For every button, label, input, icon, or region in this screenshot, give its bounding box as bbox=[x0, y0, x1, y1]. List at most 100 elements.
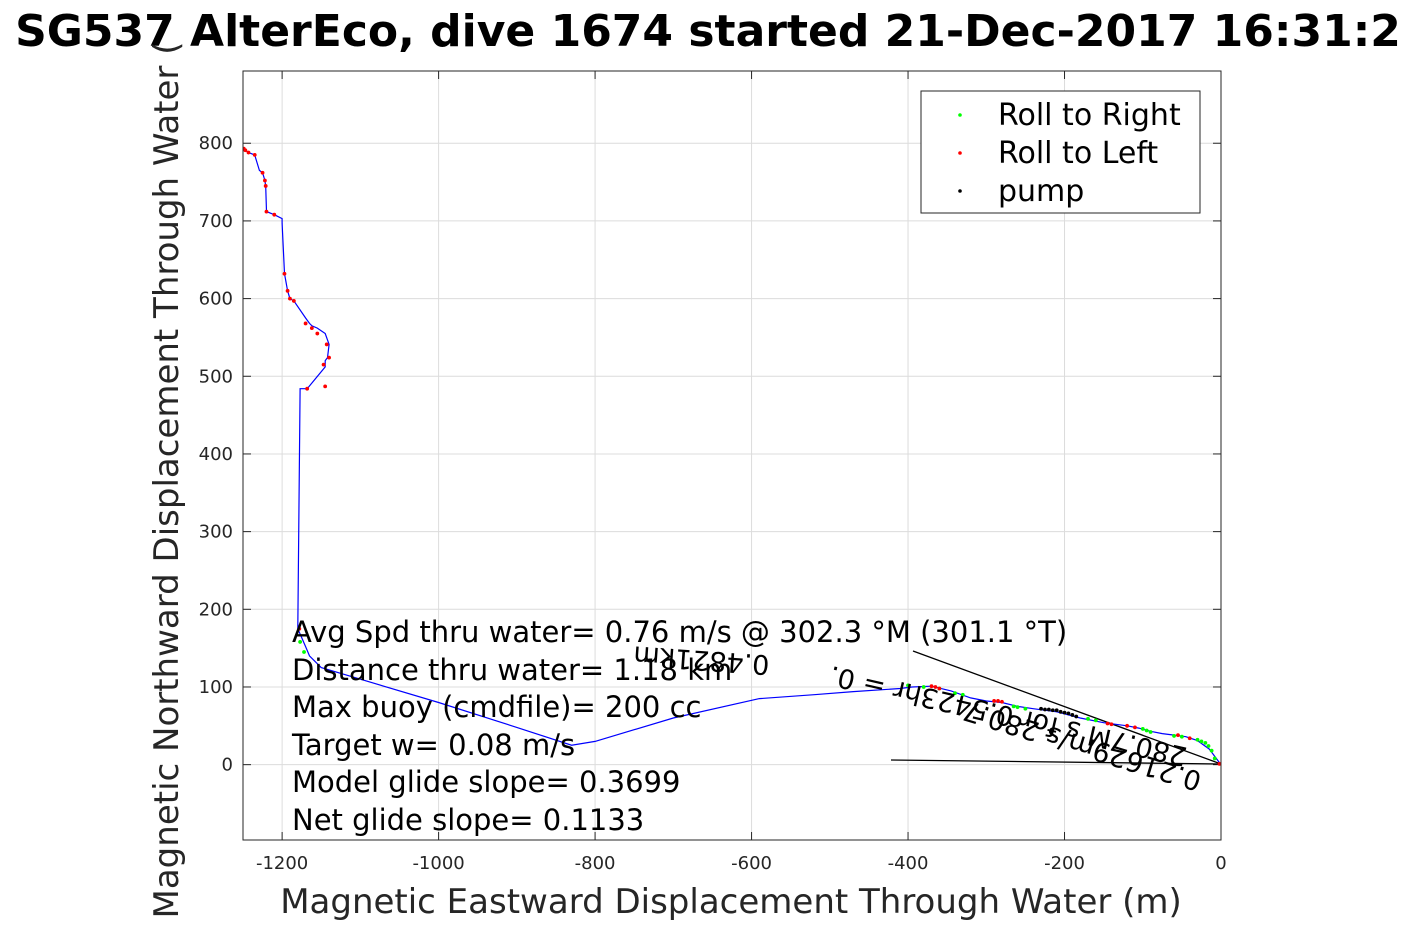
x-tick-label: -1200 bbox=[256, 853, 308, 874]
pump-point bbox=[1039, 706, 1043, 711]
grid-lines bbox=[243, 71, 1222, 840]
roll-to-left-point bbox=[305, 386, 310, 391]
roll-to-left-point bbox=[309, 326, 314, 331]
roll-to-left-point bbox=[243, 146, 246, 151]
roll-to-left-point bbox=[260, 170, 265, 175]
roll-to-right-point bbox=[1023, 706, 1028, 711]
roll-to-right-point bbox=[1203, 741, 1208, 745]
roll-to-left-point bbox=[1187, 736, 1192, 741]
y-tick-labels: 0 100 200 300 400 500 600 700 800 bbox=[199, 133, 233, 775]
pump-point bbox=[1046, 707, 1051, 712]
roll-to-left-point bbox=[324, 342, 329, 347]
roll-to-left-point bbox=[937, 686, 942, 691]
roll-to-left-point bbox=[1105, 721, 1110, 726]
roll-to-left-point bbox=[933, 685, 938, 689]
y-tick-label: 700 bbox=[199, 211, 233, 232]
roll-to-right-point bbox=[1195, 737, 1200, 742]
y-tick-label: 100 bbox=[199, 677, 233, 698]
pump-point bbox=[1074, 714, 1079, 719]
roll-to-right-point bbox=[1199, 739, 1204, 744]
roll-to-left-point bbox=[315, 331, 320, 336]
roll-to-right-point bbox=[1148, 730, 1153, 734]
pump-point bbox=[1066, 711, 1071, 716]
roll-to-left-point bbox=[264, 209, 269, 214]
x-tick-labels: -1200 -1000 -800 -600 -400 -200 0 bbox=[256, 853, 1227, 874]
roll-to-right-point bbox=[302, 650, 306, 654]
roll-to-left-point bbox=[1109, 722, 1114, 727]
x-tick-label: 0 bbox=[1215, 853, 1226, 874]
roll-to-left-point bbox=[1000, 699, 1004, 704]
x-tick-label: -200 bbox=[1044, 853, 1085, 874]
pump-point bbox=[1058, 709, 1063, 714]
current-guide bbox=[890, 759, 1221, 765]
x-axis-label: Magnetic Eastward Displacement Through W… bbox=[280, 882, 1182, 922]
pump-point bbox=[1070, 713, 1075, 717]
x-tick-label: -600 bbox=[731, 853, 772, 874]
roll-to-right-point bbox=[1212, 756, 1217, 761]
roll-to-left-point bbox=[291, 299, 296, 303]
annotation-net-glide: Net glide slope= 0.1133 bbox=[292, 803, 644, 837]
roll-to-left-point bbox=[321, 362, 326, 367]
tick-marks bbox=[243, 71, 1222, 840]
marker-points bbox=[243, 146, 1221, 766]
roll-to-right-point bbox=[1209, 748, 1214, 753]
roll-to-right-point bbox=[921, 685, 926, 689]
annotation-model-glide: Model glide slope= 0.3699 bbox=[292, 765, 680, 799]
x-tick-label: -400 bbox=[888, 853, 929, 874]
y-axis-label: Magnetic Northward Displacement Through … bbox=[147, 42, 187, 919]
legend-label-pump: pump bbox=[998, 174, 1084, 209]
x-tick-label: -1000 bbox=[412, 853, 464, 874]
roll-to-right-point bbox=[1206, 744, 1211, 748]
roll-to-left-point bbox=[246, 150, 251, 155]
legend: Roll to Right Roll to Left pump bbox=[920, 90, 1201, 214]
roll-to-right-point bbox=[1140, 727, 1145, 731]
roll-to-left-point bbox=[303, 321, 308, 326]
pump-point bbox=[1062, 710, 1067, 715]
y-tick-label: 300 bbox=[199, 522, 233, 543]
roll-to-left-point bbox=[992, 699, 997, 703]
y-tick-label: 600 bbox=[199, 289, 233, 310]
roll-to-right-point bbox=[1086, 716, 1090, 721]
legend-label-roll-right: Roll to Right bbox=[998, 98, 1181, 133]
roll-to-left-point bbox=[282, 271, 287, 276]
roll-to-left-point bbox=[323, 384, 328, 389]
roll-to-right-point bbox=[960, 692, 965, 697]
roll-to-right-point bbox=[298, 640, 303, 644]
pump-point bbox=[1054, 708, 1059, 713]
annotation-target-w: Target w= 0.08 m/s bbox=[291, 728, 575, 762]
glider-track-line bbox=[243, 148, 1221, 766]
y-tick-label: 200 bbox=[199, 599, 233, 620]
roll-to-left-point bbox=[1176, 733, 1180, 738]
pump-point bbox=[1043, 707, 1047, 712]
roll-to-right-point bbox=[1144, 728, 1149, 733]
roll-to-right-point bbox=[1093, 718, 1098, 723]
y-tick-label: 500 bbox=[199, 366, 233, 387]
annotation-avg-speed: Avg Spd thru water= 0.76 m/s @ 302.3 °M … bbox=[292, 615, 1067, 649]
roll-to-left-point bbox=[996, 699, 1000, 703]
annotation-max-buoy: Max buoy (cmdfile)= 200 cc bbox=[292, 690, 701, 724]
roll-to-left-point bbox=[929, 684, 934, 689]
y-tick-label: 400 bbox=[199, 444, 233, 465]
plot-frame bbox=[242, 70, 1222, 841]
legend-box bbox=[920, 90, 1201, 214]
roll-to-right-point bbox=[1011, 704, 1016, 709]
chart-title: SG537 AlterEco, dive 1674 started 21-Dec… bbox=[15, 6, 1401, 57]
roll-to-left-point bbox=[263, 178, 267, 183]
roll-to-left-point bbox=[272, 212, 277, 217]
avg-speed-guide bbox=[912, 650, 1221, 765]
guide-lines bbox=[890, 650, 1221, 765]
roll-to-right-point bbox=[1179, 734, 1184, 739]
roll-to-left-point bbox=[327, 355, 331, 360]
roll-to-right-point bbox=[906, 683, 910, 688]
legend-label-roll-left: Roll to Left bbox=[998, 136, 1158, 171]
roll-to-left-point bbox=[1125, 723, 1130, 728]
roll-to-left-point bbox=[1217, 761, 1221, 766]
roll-to-left-point bbox=[297, 626, 302, 631]
roll-to-left-point bbox=[252, 152, 257, 157]
x-tick-label: -800 bbox=[575, 853, 616, 874]
pump-point bbox=[1050, 708, 1055, 713]
roll-to-left-point bbox=[1133, 725, 1137, 730]
y-tick-label: 800 bbox=[199, 133, 233, 154]
roll-to-left-point bbox=[263, 184, 268, 188]
